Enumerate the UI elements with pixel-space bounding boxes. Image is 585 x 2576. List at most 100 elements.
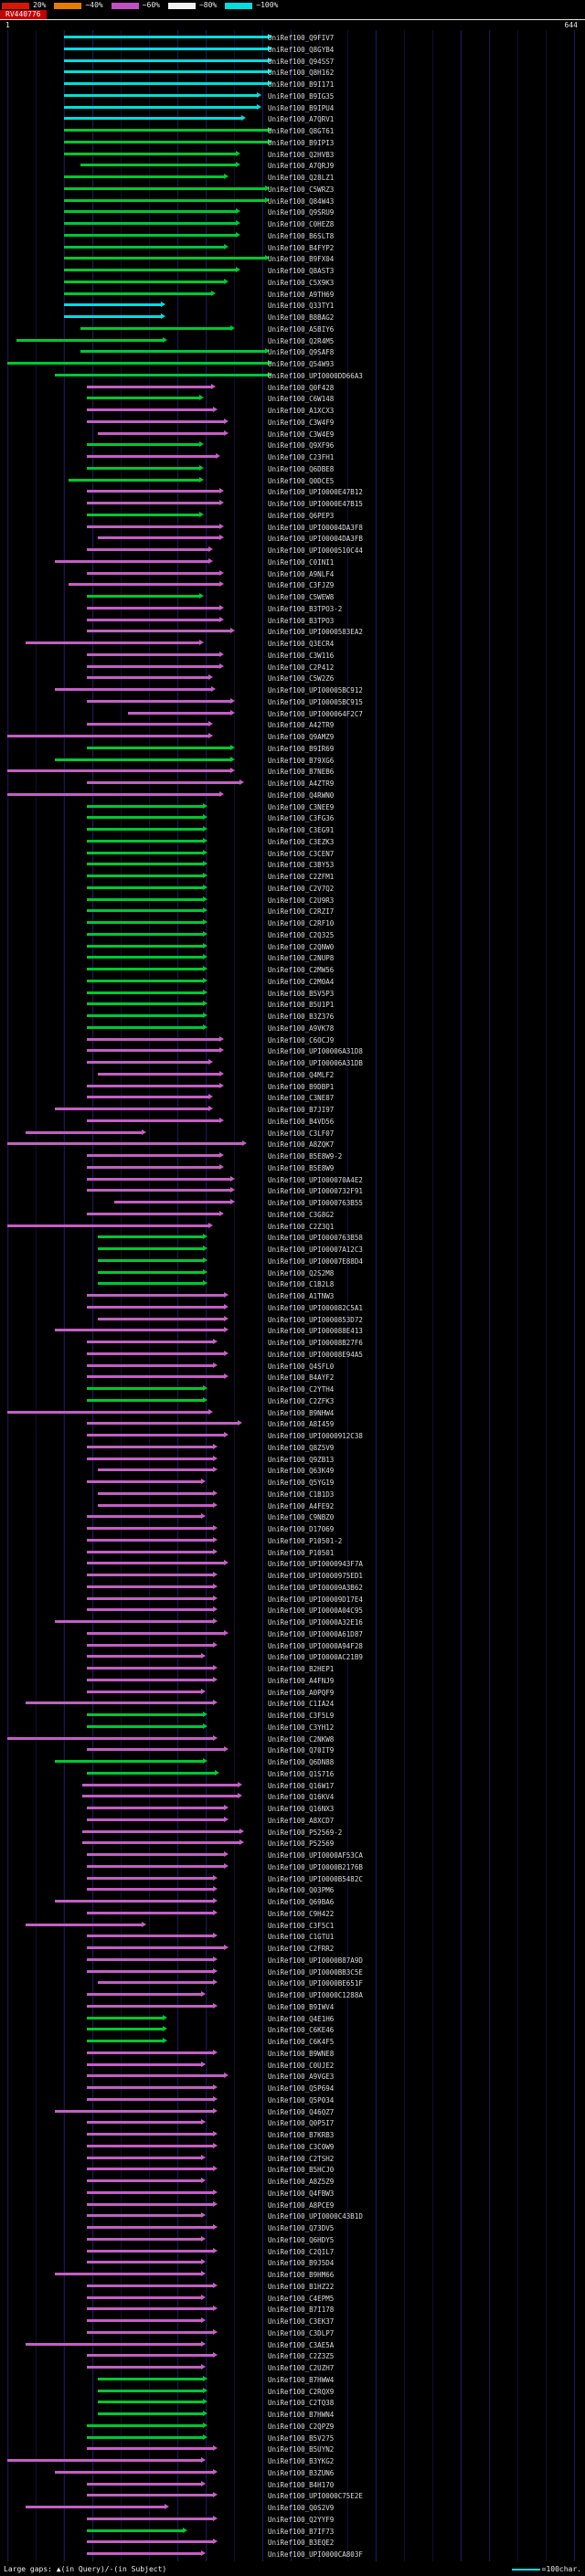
hit-label[interactable]: UniRef100_C3CEN7 [268, 849, 335, 858]
hit-bar-magenta[interactable] [87, 2328, 218, 2335]
hit-label[interactable]: UniRef100_C1GTU1 [268, 1933, 335, 1942]
hit-label[interactable]: UniRef100_C3DLP7 [268, 2328, 335, 2337]
hit-label[interactable]: UniRef100_C3EK37 [268, 2317, 335, 2326]
hit-bar-magenta[interactable] [55, 1106, 213, 1111]
hit-label[interactable]: UniRef100_A1XCX3 [268, 407, 335, 415]
hit-label[interactable]: UniRef100_B7HWW4 [268, 2375, 335, 2384]
hit-bar-magenta[interactable] [87, 1443, 218, 1449]
hit-label[interactable]: UniRef100_A42TR9 [268, 721, 335, 730]
hit-bar-magenta[interactable] [87, 1479, 206, 1484]
hit-label[interactable]: UniRef100_C3C0W9 [268, 2142, 335, 2151]
hit-label[interactable]: UniRef100_UPI00006A31D8 [268, 1047, 363, 1056]
hit-label[interactable]: UniRef100_C2QNW0 [268, 942, 335, 951]
hit-bar-magenta[interactable] [26, 2340, 206, 2347]
hit-bar-magenta[interactable] [26, 2504, 169, 2509]
hit-label[interactable]: UniRef100_A7QRV1 [268, 115, 335, 124]
hit-bar-magenta[interactable] [82, 1839, 244, 1846]
hit-label[interactable]: UniRef100_B6SLT8 [268, 231, 335, 240]
hit-label[interactable]: UniRef100_UPI0000A94F28 [268, 1641, 363, 1650]
hit-bar-green[interactable] [87, 989, 207, 995]
hit-label[interactable]: UniRef100_Q0S2V9 [268, 2504, 335, 2512]
hit-bar-magenta[interactable] [87, 2306, 218, 2312]
hit-bar-magenta[interactable] [87, 2166, 218, 2172]
hit-label[interactable]: UniRef100_A9VGE3 [268, 2072, 335, 2082]
hit-bar-green[interactable] [87, 464, 204, 471]
hit-label[interactable]: UniRef100_UPI0000A61D87 [268, 1629, 363, 1638]
hit-label[interactable]: UniRef100_C0HEZ8 [268, 220, 335, 228]
hit-label[interactable]: UniRef100_Q9SRU9 [268, 208, 335, 217]
hit-label[interactable]: UniRef100_C2NKW8 [268, 1734, 335, 1744]
hit-bar-magenta[interactable] [87, 1653, 206, 1659]
hit-label[interactable]: UniRef100_Q8GYB4 [268, 45, 335, 54]
hit-bar-magenta[interactable] [87, 1047, 224, 1054]
hit-label[interactable]: UniRef100_UPI00007A12C3 [268, 1246, 363, 1254]
hit-bar-green[interactable] [64, 255, 270, 261]
hit-label[interactable]: UniRef100_UPI000088E413 [268, 1327, 363, 1336]
hit-bar-magenta[interactable] [87, 1945, 229, 1950]
hit-bar-magenta[interactable] [87, 569, 224, 576]
hit-bar-green[interactable] [98, 1280, 207, 1287]
hit-bar-green[interactable] [80, 348, 270, 355]
hit-bar-magenta[interactable] [87, 523, 224, 529]
hit-bar-green[interactable] [87, 907, 207, 914]
hit-bar-magenta[interactable] [87, 2178, 206, 2183]
hit-label[interactable]: UniRef100_Q84W43 [268, 196, 335, 206]
hit-bar-green[interactable] [87, 977, 207, 983]
hit-label[interactable]: UniRef100_C3W4E9 [268, 429, 335, 439]
hit-bar-magenta[interactable] [87, 1572, 218, 1577]
hit-bar-magenta[interactable] [7, 1408, 213, 1415]
hit-bar-green[interactable] [55, 371, 272, 377]
hit-label[interactable]: UniRef100_P10501 [268, 1548, 335, 1557]
hit-bar-magenta[interactable] [87, 1187, 235, 1193]
hit-label[interactable]: UniRef100_B1HZ22 [268, 2282, 335, 2291]
hit-bar-green[interactable] [87, 814, 207, 821]
hit-bar-magenta[interactable] [55, 2468, 218, 2475]
hit-label[interactable]: UniRef100_A4ZTR9 [268, 779, 335, 788]
hit-bar-green[interactable] [87, 441, 204, 448]
hit-bar-green[interactable] [64, 278, 229, 284]
hit-bar-magenta[interactable] [87, 721, 213, 727]
hit-label[interactable]: UniRef100_Q9XF96 [268, 441, 335, 451]
hit-label[interactable]: UniRef100_B9IWV4 [268, 2002, 335, 2011]
hit-bar-magenta[interactable] [87, 2095, 218, 2102]
hit-bar-green[interactable] [98, 2411, 207, 2416]
hit-label[interactable]: UniRef100_C6KE46 [268, 2026, 335, 2035]
hit-bar-green[interactable] [87, 2026, 167, 2032]
hit-bar-green[interactable] [55, 756, 235, 762]
hit-bar-green[interactable] [64, 138, 272, 144]
hit-bar-magenta[interactable] [87, 1059, 213, 1065]
hit-label[interactable]: UniRef100_UPI0000B5482C [268, 1874, 363, 1883]
hit-bar-green[interactable] [64, 231, 240, 238]
hit-label[interactable]: UniRef100_Q8Z5V9 [268, 1443, 335, 1452]
hit-bar-magenta[interactable] [87, 1862, 229, 1869]
hit-label[interactable]: UniRef100_C3AE5A [268, 2340, 335, 2349]
hit-bar-magenta[interactable] [87, 453, 220, 459]
hit-bar-green[interactable] [87, 930, 207, 937]
hit-bar-magenta[interactable] [87, 1967, 218, 1974]
hit-bar-magenta[interactable] [87, 2364, 206, 2369]
hit-bar-green[interactable] [87, 395, 204, 401]
hit-label[interactable]: UniRef100_C3LF07 [268, 1129, 335, 1138]
hit-bar-magenta[interactable] [69, 581, 224, 588]
hit-bar-magenta[interactable] [87, 1082, 224, 1088]
hit-label[interactable]: UniRef100_UPI0000C75E2E [268, 2492, 363, 2501]
hit-bar-green[interactable] [87, 1769, 219, 1776]
hit-label[interactable]: UniRef100_C2TQ38 [268, 2399, 335, 2408]
hit-bar-green[interactable] [87, 2014, 167, 2020]
hit-bar-magenta[interactable] [128, 709, 235, 716]
hit-bar-magenta[interactable] [87, 1163, 224, 1170]
hit-bar-magenta[interactable] [55, 1618, 218, 1624]
hit-label[interactable]: UniRef100_A1TNW3 [268, 1292, 335, 1300]
hit-label[interactable]: UniRef100_C3YH12 [268, 1723, 335, 1732]
hit-bar-magenta[interactable] [87, 1956, 218, 1962]
hit-label[interactable]: UniRef100_Q8AST3 [268, 267, 335, 275]
hit-label[interactable]: UniRef100_C3W4F9 [268, 418, 335, 427]
hit-bar-magenta[interactable] [87, 2515, 218, 2521]
hit-bar-magenta[interactable] [87, 1210, 224, 1216]
hit-label[interactable]: UniRef100_Q03PM6 [268, 1886, 335, 1895]
hit-bar-magenta[interactable] [55, 2107, 218, 2114]
hit-label[interactable]: UniRef100_C5WEW8 [268, 593, 335, 601]
hit-bar-magenta[interactable] [87, 1688, 206, 1694]
hit-bar-magenta[interactable] [98, 1315, 229, 1321]
hit-label[interactable]: UniRef100_UPI0000BE651F [268, 1979, 363, 1988]
